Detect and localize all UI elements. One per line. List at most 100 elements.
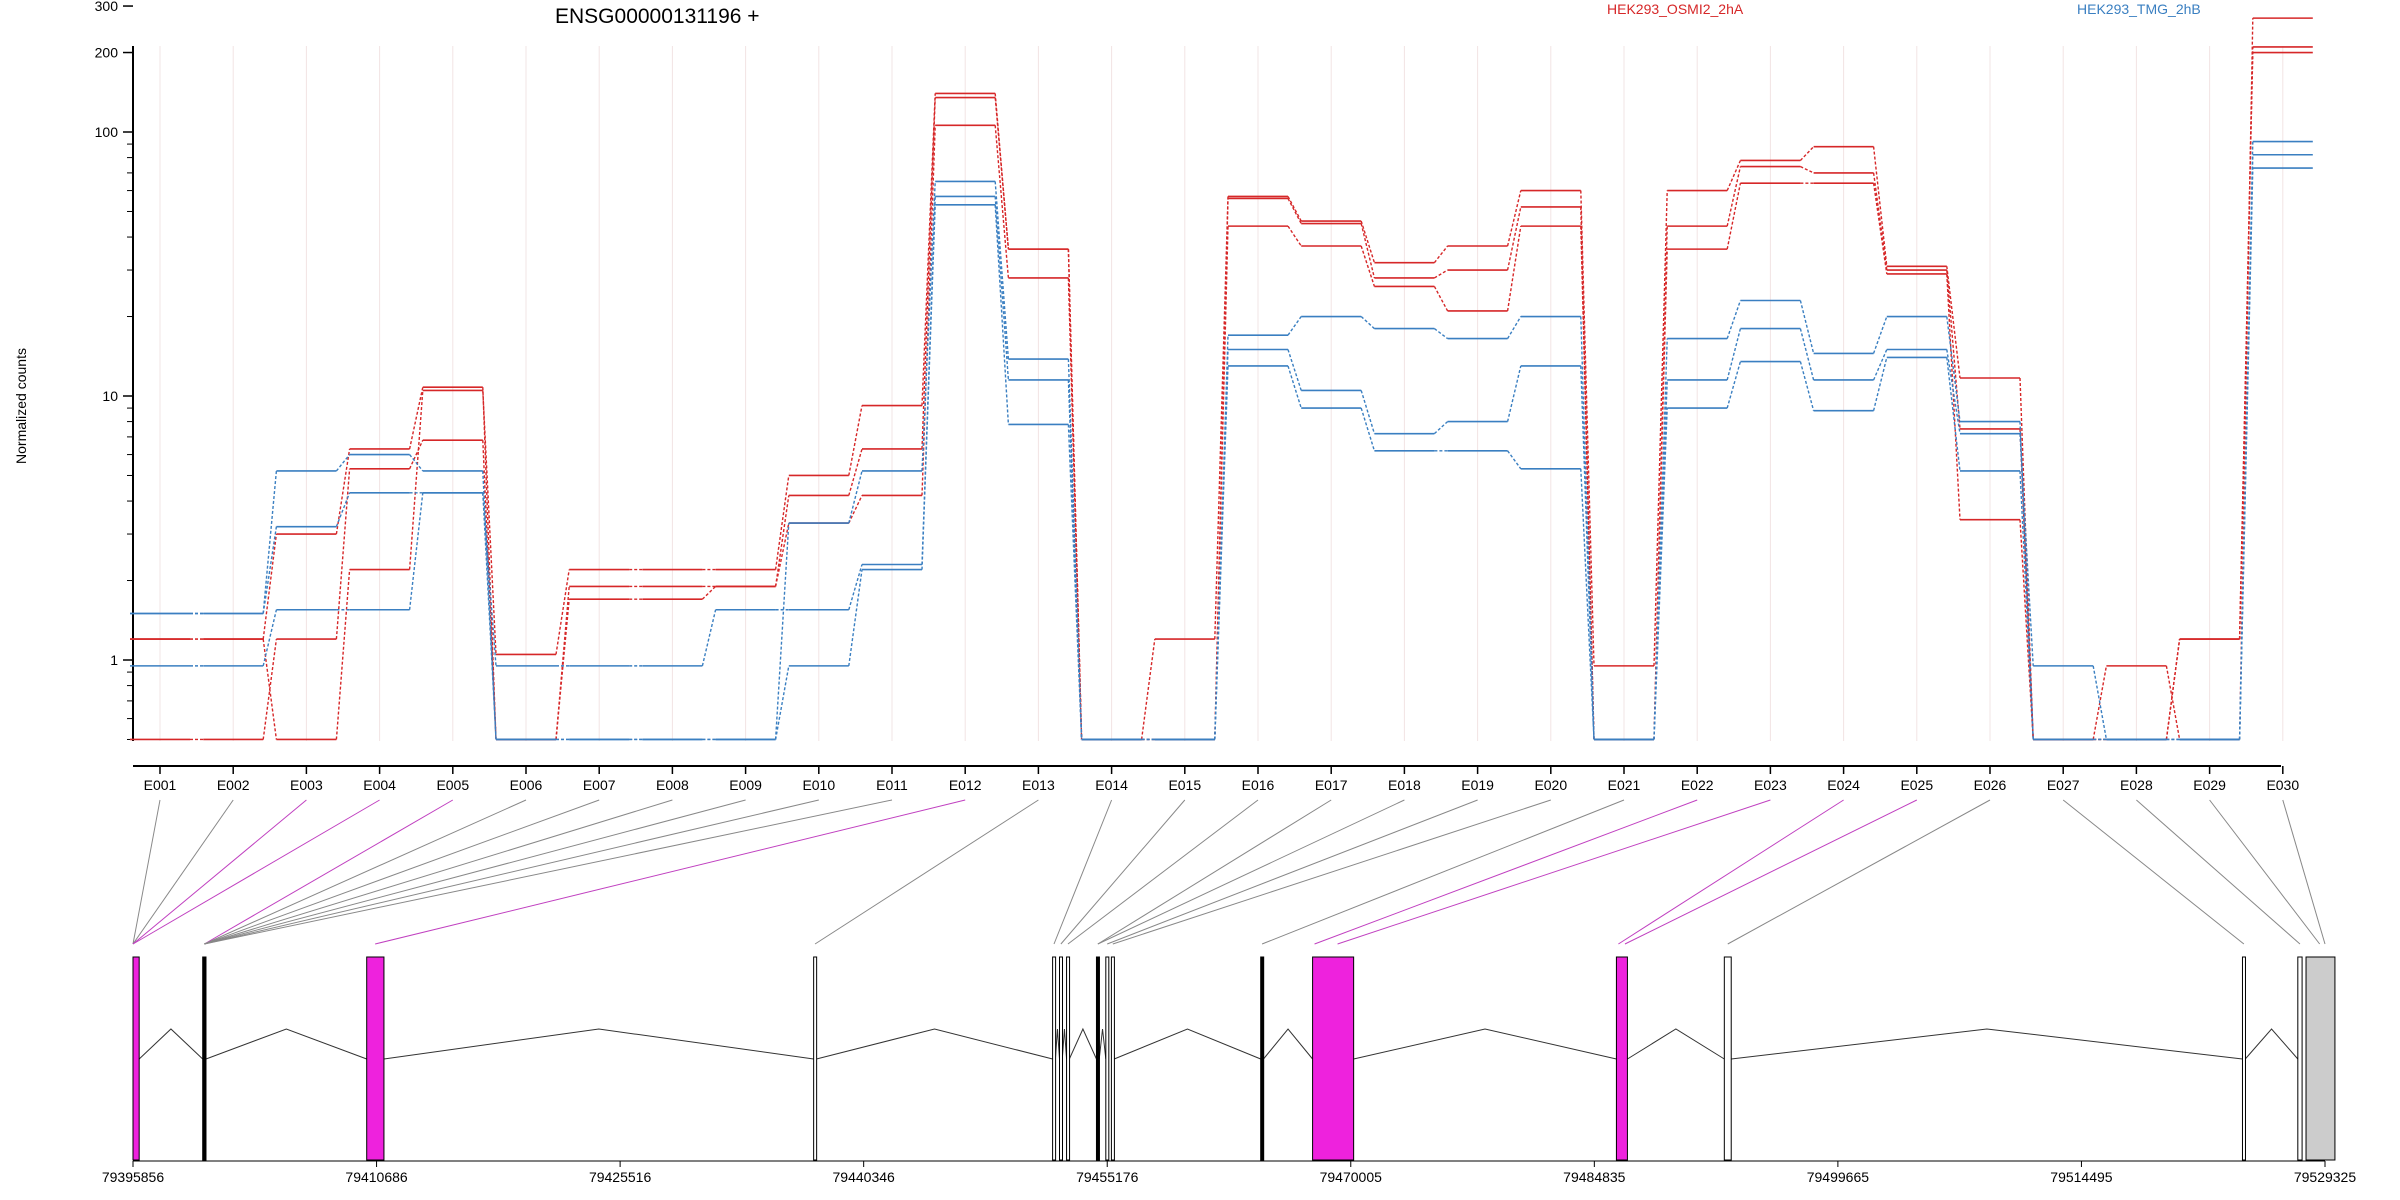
x-tick-label: E013 [1022, 777, 1055, 793]
series-transition [1799, 300, 1815, 354]
exon-connector [1107, 799, 1478, 945]
y-tick-label: 300 [95, 0, 119, 14]
series-transition [1360, 407, 1376, 452]
series-transition [848, 448, 863, 496]
series-transition [1726, 160, 1742, 191]
x-tick-label: E007 [583, 777, 616, 793]
series-transition [1799, 328, 1815, 381]
series-transition [774, 523, 790, 740]
x-tick-label: E008 [656, 777, 689, 793]
series-transition [1872, 183, 1888, 275]
exon-connector [1624, 799, 1918, 945]
series-transition [1580, 468, 1595, 740]
intron [2244, 1028, 2299, 1060]
exon-connector [1060, 799, 1186, 945]
series-transition [1946, 266, 1961, 379]
series-transition [482, 492, 497, 666]
x-tick-label: E004 [363, 777, 396, 793]
exon-connector [1618, 799, 1844, 945]
x-tick-label: E025 [1900, 777, 1933, 793]
exon-connector [1727, 799, 1991, 945]
series-transition [994, 196, 1010, 381]
intron [205, 1028, 367, 1060]
series-transition [1287, 196, 1302, 222]
intron [1627, 1028, 1725, 1060]
series-transition [1433, 245, 1449, 264]
series-transition [555, 569, 570, 655]
series-transition [1726, 361, 1742, 409]
x-tick-label: E015 [1168, 777, 1201, 793]
x-tick-label: E027 [2047, 777, 2080, 793]
exon-connector [132, 799, 161, 945]
exon [366, 956, 385, 1161]
series-transition [1653, 190, 1668, 666]
exon-connector [1053, 799, 1113, 945]
x-tick-label: E016 [1242, 777, 1275, 793]
series-transition [848, 495, 863, 524]
series-transition [262, 533, 278, 640]
series-transition [701, 585, 717, 600]
series-transition [2019, 433, 2034, 666]
exon-connector [375, 799, 966, 945]
genome-tick-label: 79410686 [345, 1169, 408, 1185]
series-transition [1287, 198, 1302, 224]
series-transition [335, 569, 351, 740]
x-tick-label: E020 [1534, 777, 1567, 793]
series-transition [1433, 328, 1449, 340]
genome-tick-label: 79455176 [1076, 1169, 1139, 1185]
genome-tick-label: 79499665 [1807, 1169, 1870, 1185]
exon [813, 956, 818, 1161]
series-transition [1360, 223, 1376, 279]
series-transition [335, 454, 351, 472]
exon [1095, 956, 1100, 1161]
genome-tick-label: 79529325 [2294, 1169, 2357, 1185]
exon-connectors [132, 799, 2326, 945]
x-tick-label: E006 [510, 777, 543, 793]
x-tick-label: E018 [1388, 777, 1421, 793]
series-transition [1506, 206, 1522, 271]
x-tick-label: E030 [2266, 777, 2299, 793]
series-3 [130, 51, 2313, 741]
intron [383, 1028, 814, 1060]
intron [1731, 1028, 2243, 1060]
series-transition [262, 639, 278, 740]
series-transition [1800, 165, 1814, 174]
exon-connector [1314, 799, 1698, 945]
series-transition [921, 181, 936, 472]
series-transition [2238, 141, 2254, 740]
exon-connector [1261, 799, 1625, 945]
series-transition [1653, 249, 1668, 740]
exon-connector [204, 799, 600, 945]
exon-connector [2282, 799, 2326, 945]
y-tick-label: 200 [95, 45, 119, 61]
intron [1263, 1028, 1313, 1060]
x-tick-label: E028 [2120, 777, 2153, 793]
category-gridlines [159, 46, 2284, 741]
legend-label-osmi: HEK293_OSMI2_2hA [1607, 1, 1744, 17]
series-transition [2165, 639, 2181, 740]
exon [1105, 956, 1110, 1161]
x-tick-label: E023 [1754, 777, 1787, 793]
x-tick-label: E024 [1827, 777, 1860, 793]
x-tick-label: E012 [949, 777, 982, 793]
series-transition [335, 492, 351, 527]
exon-connector [204, 799, 893, 945]
y-axis: 1 10 100 200 300 [95, 0, 134, 741]
series-transition [1287, 365, 1302, 409]
series-transition [1580, 365, 1595, 740]
series-transition [1872, 146, 1888, 267]
exon-connector [204, 799, 819, 945]
y-tick-label: 100 [95, 124, 119, 140]
series-transition [262, 470, 278, 614]
series-transition [1506, 226, 1522, 312]
series-transition [408, 492, 424, 610]
series-1 [130, 17, 2313, 741]
series-transition [1360, 245, 1376, 287]
exon-connector [132, 799, 234, 945]
series-transition [921, 97, 936, 450]
x-axis: E001 E002 E003 E004 E005 E006 E007 E008 E009 E010… [133, 765, 2299, 793]
exon [1260, 956, 1265, 1161]
intron [1068, 1027, 1097, 1060]
intron [816, 1028, 1053, 1060]
